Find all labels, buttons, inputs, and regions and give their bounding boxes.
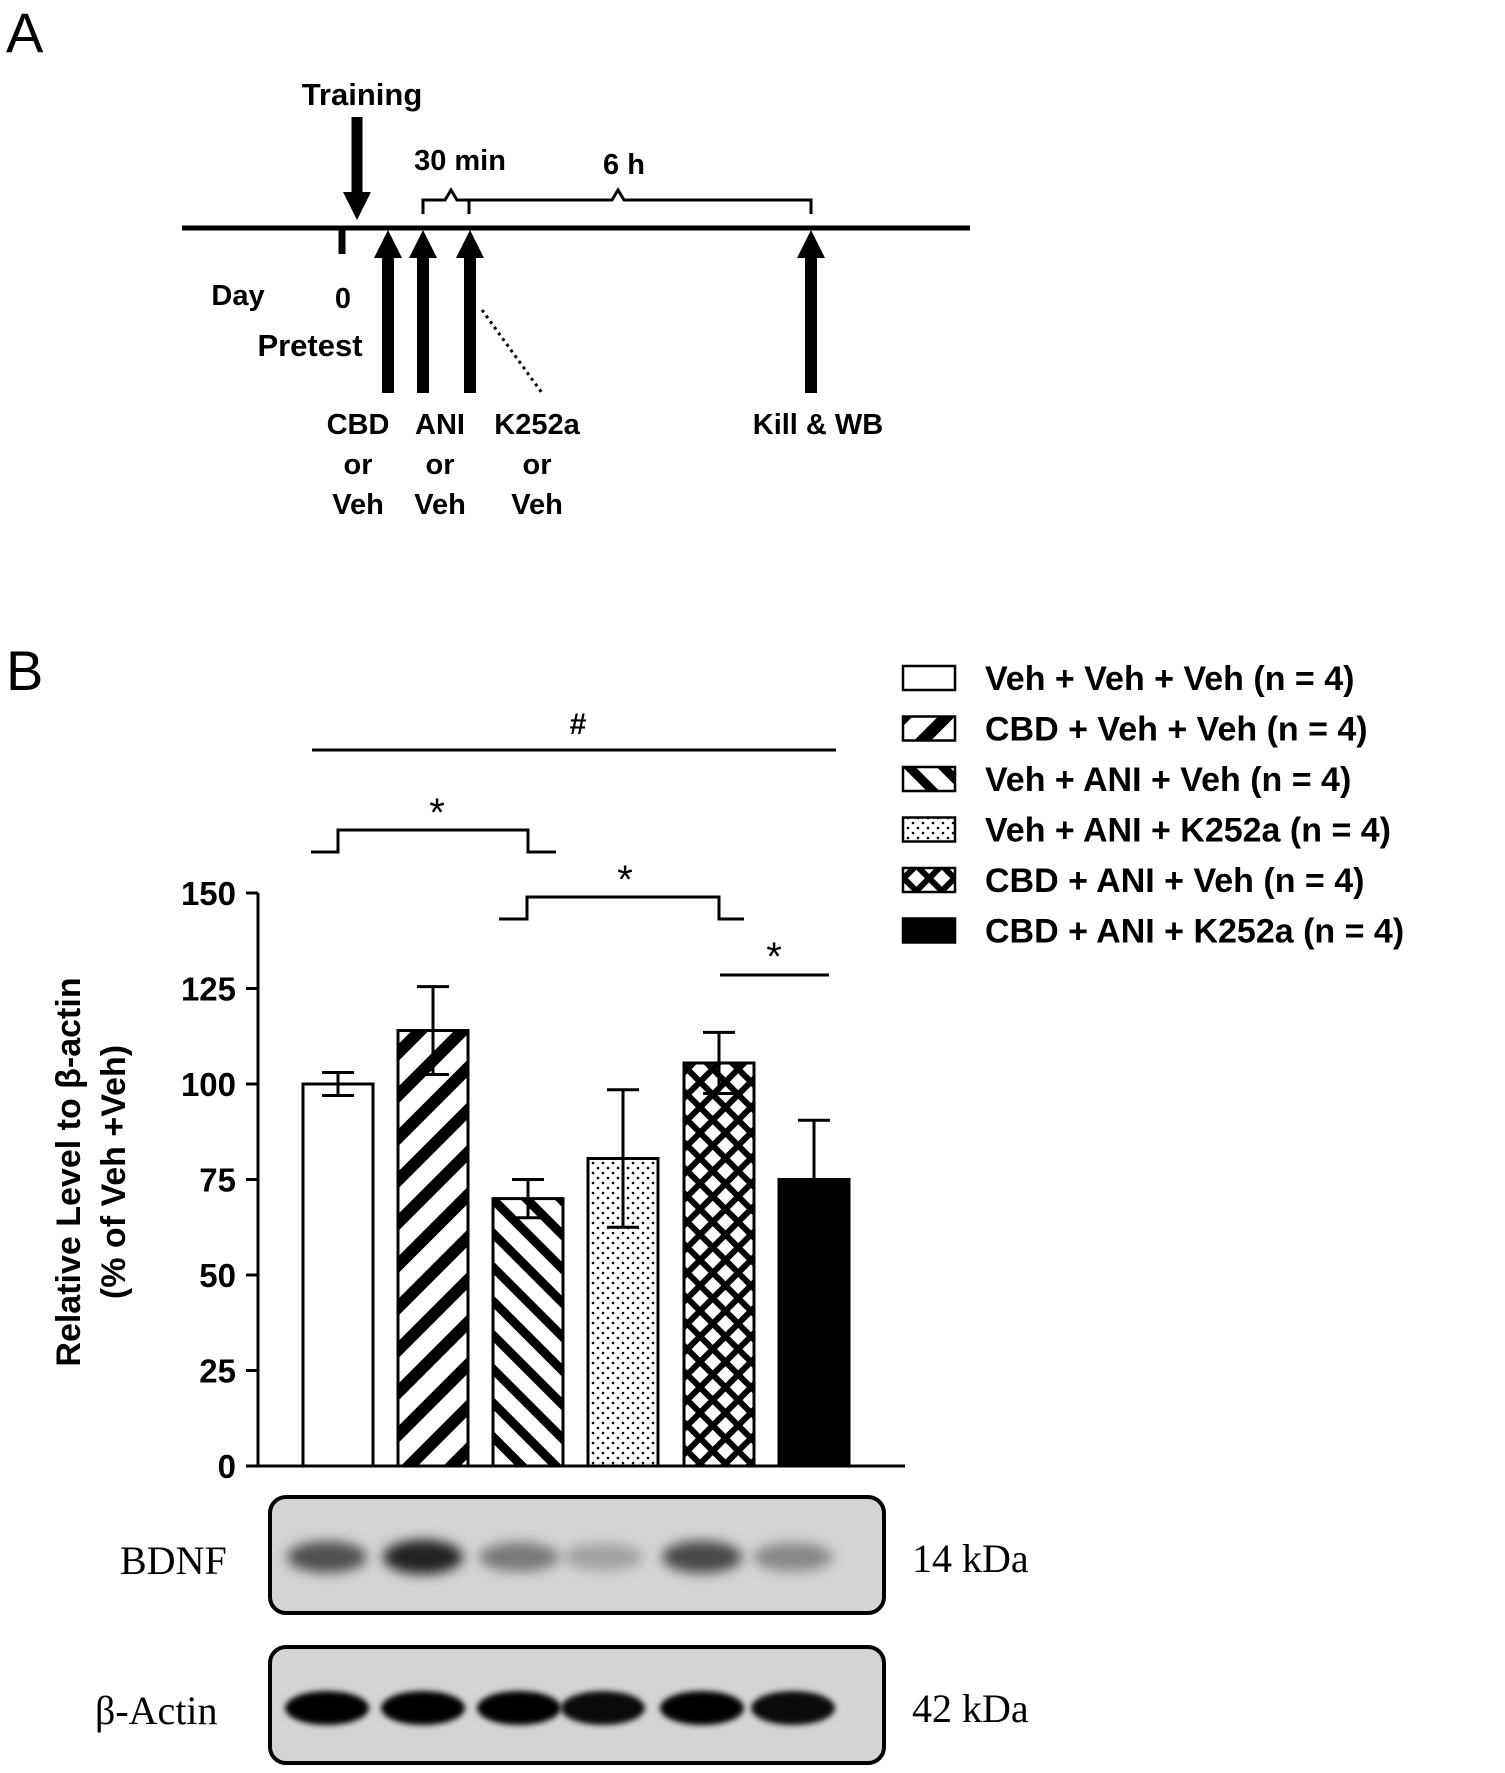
interval-6h-label: 6 h <box>603 149 645 181</box>
band <box>477 1691 561 1725</box>
timeline-panel: A Training 30 min 6 h Day 0 Pretest CBD … <box>6 1 970 521</box>
interval-30min-label: 30 min <box>414 145 506 177</box>
bdnf-bands <box>287 1539 833 1575</box>
injection-3-line1: K252a <box>494 409 580 441</box>
pretest-label: Pretest <box>257 328 362 363</box>
band <box>751 1691 835 1725</box>
band <box>563 1543 643 1571</box>
band <box>753 1542 833 1572</box>
y-tick-label: 125 <box>181 971 236 1008</box>
injection-1-line3: Veh <box>332 489 384 521</box>
western-blots: BDNF 14 kDa β-Actin 42 kDa <box>95 1495 1029 1765</box>
injection-2-line3: Veh <box>414 489 466 521</box>
bar <box>301 1082 375 1468</box>
injection-3-line2: or <box>523 449 552 481</box>
band <box>383 1539 463 1575</box>
legend-swatch <box>901 765 957 793</box>
significance-star-1: * <box>429 791 445 835</box>
injection-3-line3: Veh <box>511 489 563 521</box>
significance-bracket-1 <box>311 828 556 854</box>
y-tick-label: 0 <box>218 1448 236 1485</box>
band <box>660 1691 744 1725</box>
injection-2-line2: or <box>426 449 455 481</box>
legend-swatch <box>901 664 957 692</box>
legend-label: Veh + ANI + Veh (n = 4) <box>985 761 1351 799</box>
y-axis: 0 25 50 75 100 125 150 <box>181 875 260 1485</box>
day-label: Day <box>211 280 264 312</box>
bar-chart-panel: B Relative Level to β-actin (% of Veh +V… <box>6 639 1404 1485</box>
significance-bracket-2 <box>499 895 744 921</box>
injection-1-line1: CBD <box>327 409 390 441</box>
band <box>381 1691 465 1725</box>
actin-size: 42 kDa <box>912 1686 1029 1731</box>
legend-label: CBD + ANI + Veh (n = 4) <box>985 862 1364 900</box>
bar <box>491 1197 565 1468</box>
kill-arrow-head <box>797 230 825 258</box>
bars-group <box>301 985 851 1468</box>
y-tick-label: 100 <box>181 1066 236 1103</box>
training-arrow-head <box>343 192 371 220</box>
band <box>285 1691 369 1725</box>
legend-label: CBD + Veh + Veh (n = 4) <box>985 711 1368 749</box>
cbd-arrow-head <box>374 230 402 258</box>
legend-label: Veh + ANI + K252a (n = 4) <box>985 812 1391 850</box>
bracket-30min <box>421 187 471 214</box>
y-tick-label: 150 <box>181 875 236 912</box>
k252a-dotted-line <box>480 309 544 394</box>
y-tick-label: 25 <box>199 1353 236 1390</box>
legend-swatch <box>901 715 957 742</box>
legend-swatch <box>901 866 957 894</box>
kill-label: Kill & WB <box>753 409 884 441</box>
bdnf-label: BDNF <box>120 1538 227 1583</box>
band <box>561 1691 645 1725</box>
actin-label: β-Actin <box>95 1688 218 1733</box>
bar <box>396 1029 470 1468</box>
hash-significance-label: # <box>570 708 587 741</box>
injection-2-line1: ANI <box>415 409 465 441</box>
k252a-arrow-head <box>456 230 484 258</box>
legend-swatch <box>901 816 957 843</box>
band <box>287 1541 367 1573</box>
actin-bands <box>285 1691 835 1725</box>
band <box>662 1540 742 1574</box>
significance-star-2: * <box>617 858 633 902</box>
injection-1-line2: or <box>344 449 373 481</box>
bracket-6h <box>467 187 813 214</box>
actin-blot: β-Actin 42 kDa <box>95 1645 1029 1765</box>
bdnf-size: 14 kDa <box>912 1536 1029 1581</box>
legend-label: Veh + Veh + Veh (n = 4) <box>985 660 1354 698</box>
y-tick-label: 50 <box>199 1257 236 1294</box>
legend-swatch <box>901 917 957 944</box>
training-label: Training <box>302 77 423 112</box>
day-zero-label: 0 <box>335 283 351 315</box>
panel-a-label: A <box>6 1 44 64</box>
significance-star-3: * <box>766 935 782 979</box>
legend: Veh + Veh + Veh (n = 4) CBD + Veh + Veh (… <box>901 660 1404 951</box>
legend-label: CBD + ANI + K252a (n = 4) <box>985 913 1404 951</box>
y-tick-label: 75 <box>199 1162 236 1199</box>
y-axis-title-line2: (% of Veh +Veh) <box>95 1045 133 1299</box>
band <box>479 1542 559 1572</box>
y-axis-title-line1: Relative Level to β-actin <box>50 977 88 1366</box>
bar <box>682 1061 756 1468</box>
panel-b-label: B <box>6 639 43 702</box>
bdnf-blot: BDNF 14 kDa <box>120 1495 1029 1615</box>
ani-arrow-head <box>409 230 437 258</box>
